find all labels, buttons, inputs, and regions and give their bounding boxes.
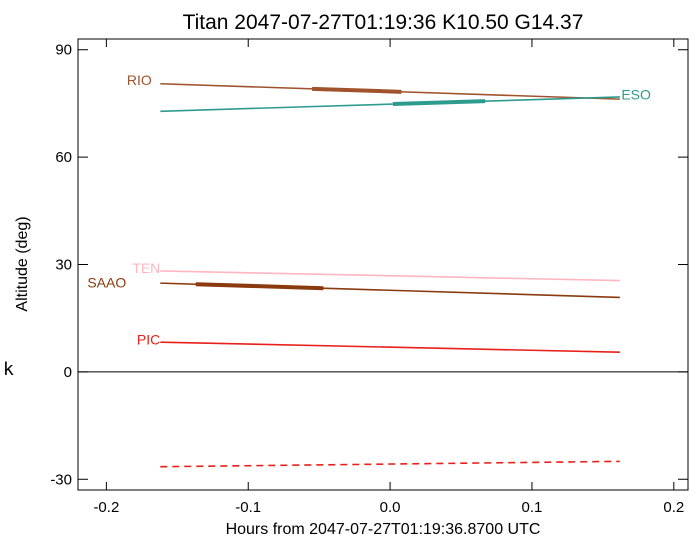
eso-series-line (160, 96, 620, 113)
dashed-series-line (160, 460, 620, 468)
ten-label: TEN (132, 260, 160, 276)
eso-label: ESO (621, 86, 651, 102)
y-tick-label: 90 (55, 42, 72, 59)
ten-series-line (160, 270, 620, 282)
x-tick-label: 0.2 (663, 499, 684, 516)
y-axis-label: Altitude (deg) (14, 216, 31, 311)
series-group (160, 82, 620, 468)
x-tick-label: -0.1 (235, 499, 261, 516)
x-tick-label: 0.0 (380, 499, 401, 516)
pic-label: PIC (137, 332, 160, 348)
y-tick-label: 60 (55, 149, 72, 166)
side-mark: k (3, 359, 14, 380)
x-tick-label: -0.2 (93, 499, 119, 516)
plot-frame (77, 38, 689, 491)
saao-label: SAAO (87, 274, 126, 290)
x-tick-label: 0.1 (522, 499, 543, 516)
rio-label: RIO (127, 72, 152, 88)
pic-series-line (160, 341, 620, 353)
axis-ticks: -0.2 -0.1 0.0 0.1 0.2 -30 0 30 60 90 (50, 39, 688, 516)
saao-observable-segment (195, 282, 324, 291)
series-labels: RIO ESO TEN SAAO PIC (87, 72, 651, 348)
chart-title: Titan 2047-07-27T01:19:36 K10.50 G14.37 (183, 11, 584, 34)
y-tick-label: 30 (55, 257, 72, 274)
y-tick-label: 0 (64, 364, 72, 381)
y-tick-label: -30 (50, 471, 72, 488)
rio-observable-segment (312, 86, 402, 94)
x-axis-label: Hours from 2047-07-27T01:19:36.8700 UTC (226, 521, 541, 538)
eso-observable-segment (392, 99, 486, 107)
